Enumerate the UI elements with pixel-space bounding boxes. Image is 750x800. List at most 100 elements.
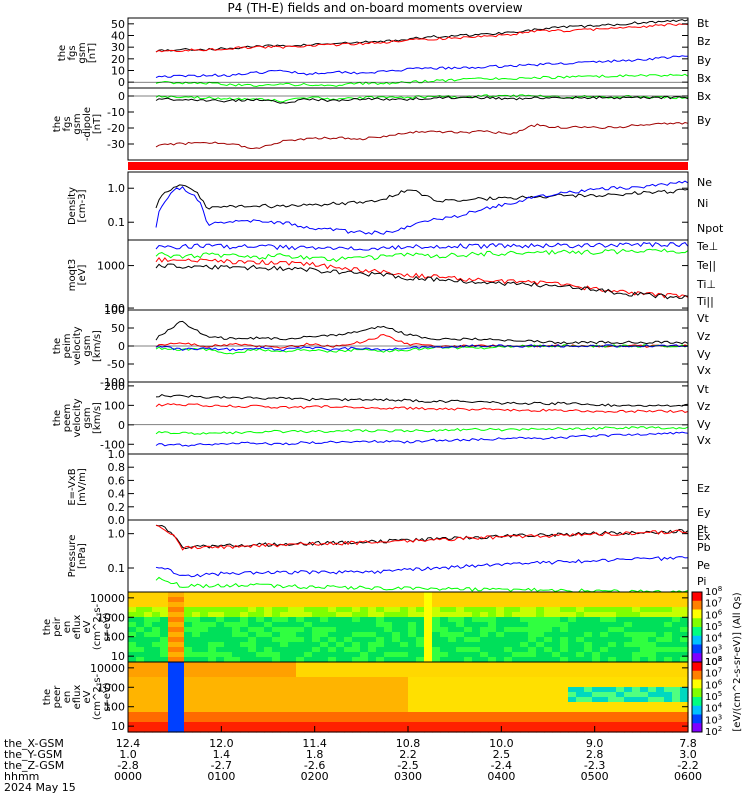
- spectrogram-cell: [472, 727, 481, 733]
- spectrogram-cell: [544, 652, 553, 658]
- spectrogram-cell: [672, 602, 681, 608]
- spectrogram-cell: [176, 672, 185, 678]
- spectrogram-cell: [328, 602, 337, 608]
- spectrogram-cell: [240, 637, 249, 643]
- spectrogram-cell: [440, 682, 449, 688]
- spectrogram-cell: [488, 617, 497, 623]
- spectrogram-cell: [472, 717, 481, 723]
- spectrogram-cell: [624, 687, 633, 693]
- spectrogram-cell: [296, 642, 305, 648]
- x-tick-label: 0000: [114, 770, 142, 783]
- spectrogram-cell: [424, 697, 433, 703]
- spectrogram-cell: [536, 592, 545, 598]
- spectrogram-cell: [280, 642, 289, 648]
- y-axis-label: the: [42, 689, 53, 705]
- spectrogram-cell: [296, 722, 305, 728]
- spectrogram-cell: [400, 642, 409, 648]
- spectrogram-cell: [272, 687, 281, 693]
- spectrogram-cell: [424, 637, 433, 643]
- spectrogram-cell: [480, 652, 489, 658]
- spectrogram-cell: [600, 727, 609, 733]
- spectrogram-cell: [584, 682, 593, 688]
- spectrogram-cell: [576, 637, 585, 643]
- spectrogram-cell: [432, 627, 441, 633]
- spectrogram-cell: [672, 607, 681, 613]
- spectrogram-cell: [536, 642, 545, 648]
- spectrogram-cell: [328, 647, 337, 653]
- spectrogram-cell: [168, 607, 177, 613]
- spectrogram-cell: [288, 702, 297, 708]
- spectrogram-cell: [416, 717, 425, 723]
- spectrogram-cell: [680, 612, 689, 618]
- spectrogram-cell: [496, 642, 505, 648]
- spectrogram-cell: [552, 682, 561, 688]
- spectrogram-cell: [352, 592, 361, 598]
- spectrogram-cell: [680, 637, 689, 643]
- spectrogram-cell: [440, 687, 449, 693]
- spectrogram-cell: [584, 687, 593, 693]
- spectrogram-cell: [336, 632, 345, 638]
- spectrogram-cell: [160, 647, 169, 653]
- spectrogram-cell: [424, 667, 433, 673]
- spectrogram-cell: [256, 647, 265, 653]
- spectrogram-cell: [408, 672, 417, 678]
- spectrogram-cell: [320, 642, 329, 648]
- spectrogram-cell: [320, 662, 329, 668]
- spectrogram-cell: [624, 667, 633, 673]
- spectrogram-cell: [272, 707, 281, 713]
- spectrogram-cell: [168, 702, 177, 708]
- spectrogram-cell: [384, 682, 393, 688]
- colorbar-frame: [691, 661, 703, 733]
- spectrogram-cell: [360, 627, 369, 633]
- spectrogram-cell: [168, 622, 177, 628]
- spectrogram-cell: [272, 647, 281, 653]
- spectrogram-cell: [392, 727, 401, 733]
- spectrogram-cell: [240, 607, 249, 613]
- spectrogram-cell: [624, 637, 633, 643]
- spectrogram-cell: [224, 647, 233, 653]
- spectrogram-cell: [336, 647, 345, 653]
- spectrogram-cell: [632, 702, 641, 708]
- spectrogram-cell: [128, 707, 137, 713]
- spectrogram-cell: [352, 602, 361, 608]
- spectrogram-cell: [192, 687, 201, 693]
- spectrogram-cell: [528, 697, 537, 703]
- spectrogram-cell: [312, 637, 321, 643]
- x-tick-label: 0500: [581, 770, 609, 783]
- spectrogram-cell: [288, 637, 297, 643]
- spectrogram-cell: [288, 607, 297, 613]
- spectrogram-cell: [448, 722, 457, 728]
- series-line-Vx: [155, 344, 689, 352]
- spectrogram-cell: [640, 667, 649, 673]
- spectrogram-cell: [576, 712, 585, 718]
- spectrogram-cell: [656, 592, 665, 598]
- spectrogram-cell: [288, 682, 297, 688]
- spectrogram-cell: [152, 592, 161, 598]
- spectrogram-cell: [248, 667, 257, 673]
- x-row-label: the_Z-GSM: [4, 759, 64, 772]
- spectrogram-cell: [296, 697, 305, 703]
- y-axis-label: en: [62, 691, 73, 704]
- spectrogram-cell: [336, 667, 345, 673]
- spectrogram-cell: [488, 682, 497, 688]
- spectrogram-cell: [160, 607, 169, 613]
- spectrogram-cell: [152, 667, 161, 673]
- legend-Ne: Ne: [697, 176, 712, 189]
- spectrogram-cell: [624, 607, 633, 613]
- spectrogram-cell: [640, 627, 649, 633]
- spectrogram-cell: [264, 607, 273, 613]
- spectrogram-cell: [600, 712, 609, 718]
- spectrogram-cell: [648, 672, 657, 678]
- spectrogram-cell: [192, 592, 201, 598]
- spectrogram-cell: [344, 722, 353, 728]
- spectrogram-cell: [528, 672, 537, 678]
- spectrogram-cell: [288, 677, 297, 683]
- spectrogram-cell: [640, 712, 649, 718]
- spectrogram-cell: [584, 697, 593, 703]
- spectrogram-cell: [152, 617, 161, 623]
- spectrogram-cell: [336, 597, 345, 603]
- spectrogram-cell: [248, 672, 257, 678]
- spectrogram-cell: [128, 627, 137, 633]
- spectrogram-cell: [480, 712, 489, 718]
- spectrogram-cell: [400, 627, 409, 633]
